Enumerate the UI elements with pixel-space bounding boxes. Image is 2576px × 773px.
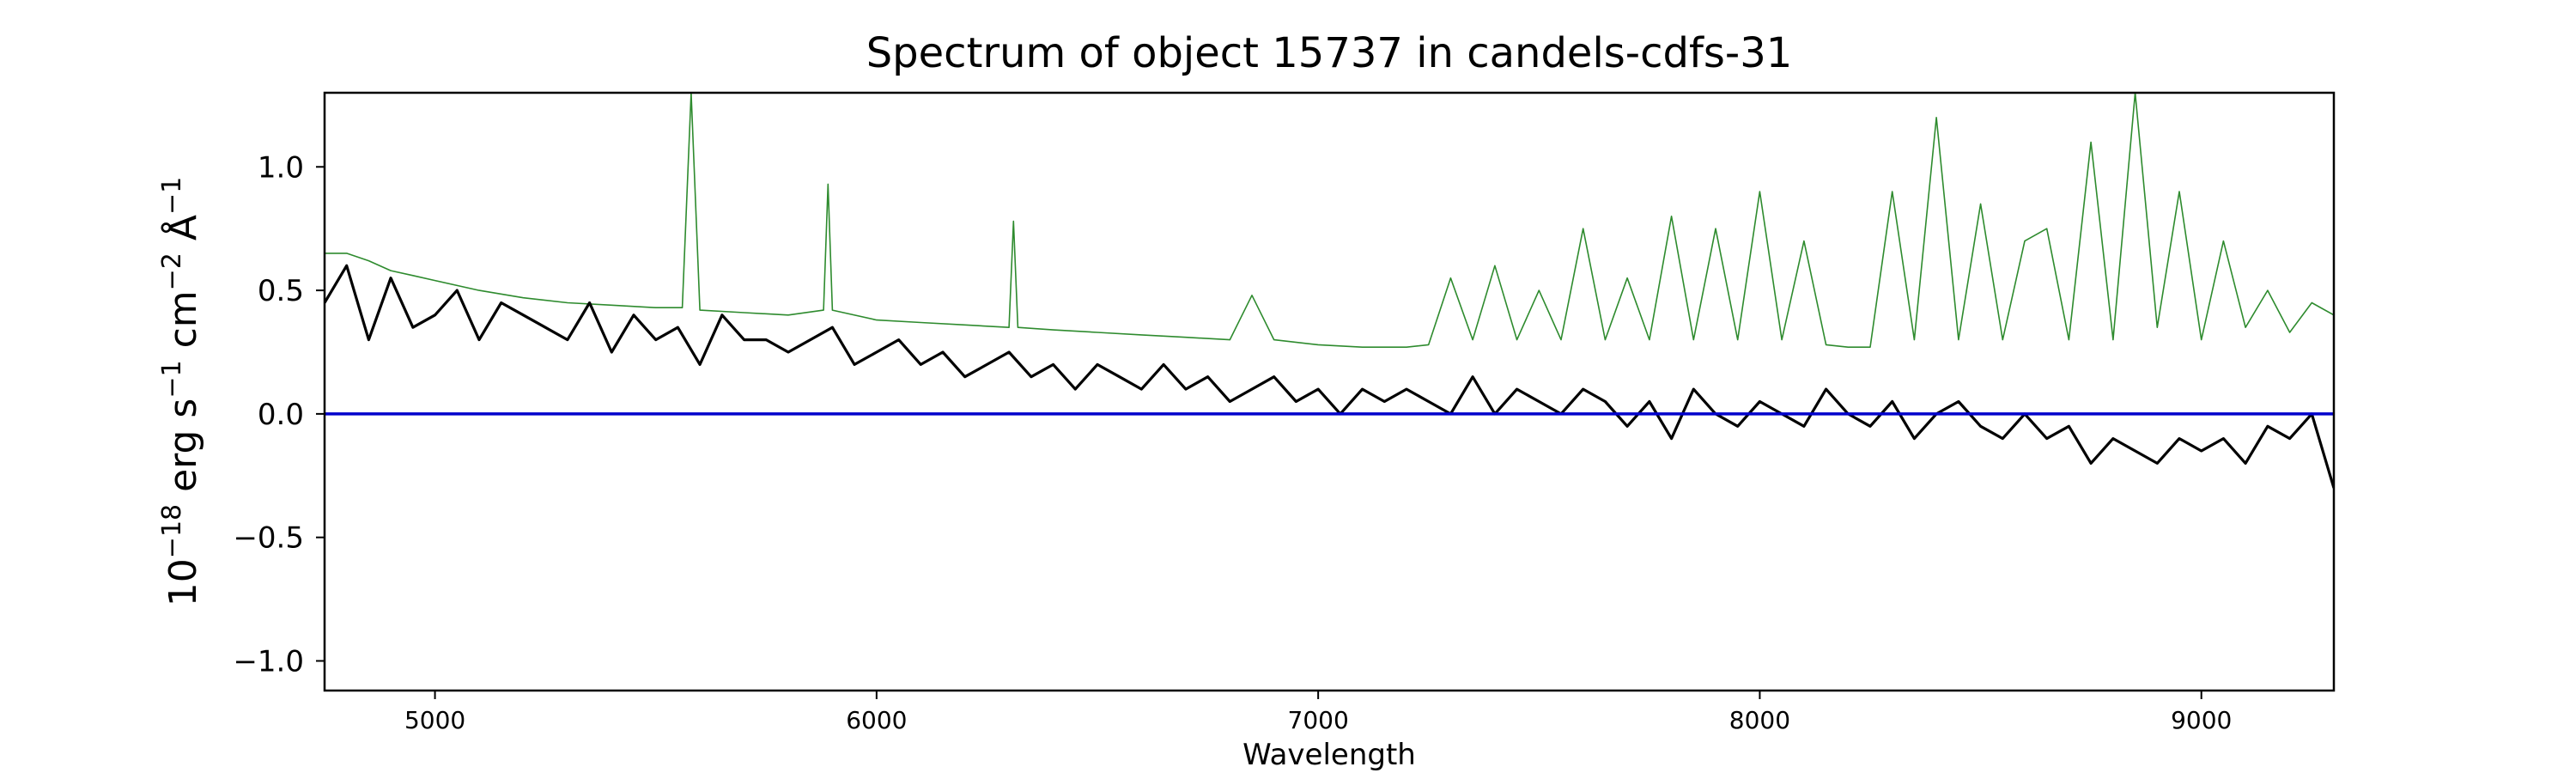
y-axis-label: 10−18 erg s−1 cm−2 Å−1 [157,177,205,606]
y-tick-label: 0.0 [258,398,304,432]
y-tick-label: −0.5 [233,521,304,556]
y-tick-label: 1.0 [258,150,304,185]
y-tick-label: 0.5 [258,274,304,308]
plot-area [325,93,2334,489]
y-axis-label-exp: −18 [157,504,187,558]
y-axis-label-unit-3: Å [160,215,205,253]
y-axis-label-exp-3: −1 [157,177,187,215]
x-tick-label: 5000 [404,706,465,734]
y-tick-label: −1.0 [233,644,304,679]
axis-ticks: 5000 6000 7000 8000 9000 −1.0 −0.5 0.0 0.5 1.0 [233,150,2232,734]
axes-frame [323,91,2336,692]
x-tick-label: 7000 [1288,706,1349,734]
flux-series-line [325,264,2334,489]
error-series-line [325,93,2334,349]
y-axis-label-exp-1: −1 [157,360,187,398]
x-tick-label: 8000 [1729,706,1790,734]
y-axis-label-unit-2: cm [161,290,205,360]
x-axis-label: Wavelength [1242,738,1416,772]
y-axis-label-base: 10 [161,558,205,606]
y-axis-label-exp-2: −2 [157,253,187,290]
x-tick-label: 9000 [2171,706,2232,734]
x-tick-label: 6000 [846,706,907,734]
chart-title: Spectrum of object 15737 in candels-cdfs… [866,29,1793,77]
y-axis-label-unit-1: erg s [161,399,205,504]
